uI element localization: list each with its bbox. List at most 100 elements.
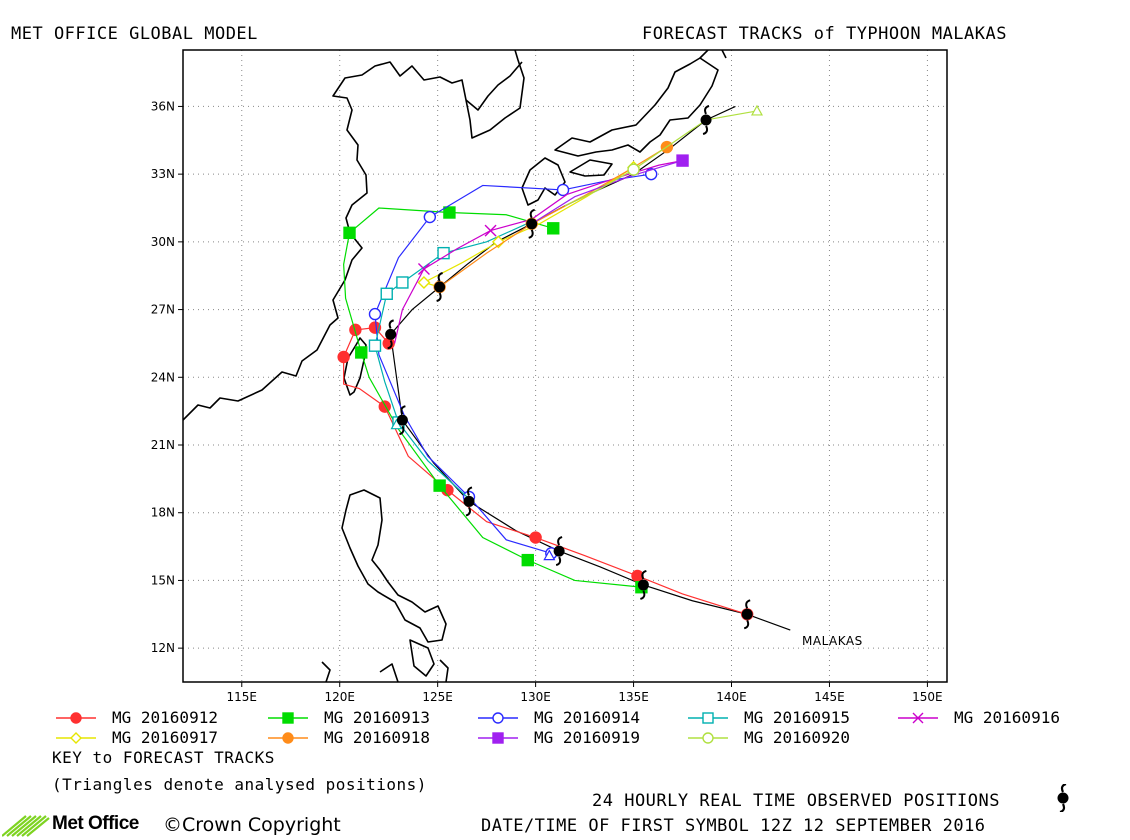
series-point	[417, 262, 430, 275]
legend-label: MG 20160918	[324, 728, 430, 747]
legend-marker	[492, 712, 504, 724]
coastline-japan-honshu	[554, 57, 719, 157]
typhoon-symbol-arm	[400, 405, 406, 415]
typhoon-symbol	[396, 405, 408, 436]
legend-label: MG 20160916	[954, 708, 1060, 727]
coastline-japan-north	[699, 50, 727, 59]
met-office-logo-text: Met Office	[52, 813, 139, 834]
coastline-visayas-a	[321, 639, 435, 682]
legend-marker	[492, 732, 504, 744]
typhoon-symbol-core	[526, 218, 538, 230]
series-point	[380, 287, 393, 300]
series-point	[484, 224, 497, 237]
key-note: (Triangles denote analysed positions)	[52, 775, 427, 794]
lat-tick-label: 30N	[151, 235, 175, 249]
typhoon-symbol-arm	[528, 229, 534, 239]
model-title: MET OFFICE GLOBAL MODEL	[11, 24, 258, 44]
series-line	[531, 160, 683, 225]
series-mg-20160913	[343, 206, 648, 594]
series-point	[355, 346, 368, 359]
typhoon-symbol-core	[385, 328, 397, 340]
legend-label: MG 20160914	[534, 708, 640, 727]
lat-tick-label: 33N	[151, 167, 175, 181]
series-line	[343, 207, 642, 588]
typhoon-symbol-core	[741, 608, 753, 620]
copyright-notice: ©Crown Copyright	[163, 814, 341, 836]
typhoon-symbol-core	[463, 495, 475, 507]
legend-marker-icon	[56, 712, 96, 724]
lon-tick-label: 135E	[618, 690, 649, 704]
coastline-visayas-b	[379, 659, 449, 682]
observed-positions	[385, 105, 753, 630]
map-frame	[182, 49, 948, 683]
lat-tick-label: 27N	[151, 303, 175, 317]
lat-tick-label: 12N	[151, 641, 175, 655]
typhoon-symbol	[385, 319, 397, 350]
legend-marker	[282, 712, 294, 724]
typhoon-symbol-arm	[640, 590, 646, 600]
typhoon-symbol-core	[396, 414, 408, 426]
legend-label: MG 20160915	[744, 708, 850, 727]
series-line	[374, 220, 532, 498]
lat-tick-label: 15N	[151, 573, 175, 587]
series-mg-20160920	[564, 110, 758, 207]
typhoon-symbol-arm	[743, 619, 750, 630]
typhoon-symbol-arm	[745, 599, 751, 609]
lon-tick-label: 120E	[324, 690, 355, 704]
coastline-china-korea	[183, 50, 525, 421]
legend-marker-icon	[268, 712, 308, 724]
series-point	[491, 235, 505, 249]
typhoon-symbol-arm	[388, 319, 394, 329]
legend-marker	[702, 712, 714, 724]
legend-marker	[70, 732, 82, 744]
forecast-series	[337, 104, 763, 621]
typhoon-symbol-arm	[387, 339, 393, 350]
series-mg-20160912	[337, 321, 754, 621]
typhoon-symbol-core	[700, 114, 712, 126]
coastlines	[183, 50, 727, 682]
typhoon-symbol	[553, 536, 565, 567]
series-point	[337, 350, 350, 364]
typhoon-symbol-arm	[529, 208, 536, 219]
series-line	[343, 326, 748, 615]
legend-marker	[702, 732, 714, 744]
lon-tick-label: 115E	[227, 690, 258, 704]
typhoon-symbol-core	[553, 545, 565, 557]
series-point	[349, 323, 362, 337]
legend-marker-icon	[478, 712, 518, 724]
typhoon-symbol-arm	[702, 125, 709, 135]
key-title: KEY to FORECAST TRACKS	[52, 748, 275, 767]
series-mg-20160919	[531, 154, 689, 225]
typhoon-symbol-arm	[399, 425, 405, 436]
legend-label: MG 20160913	[324, 708, 430, 727]
coastline-korea-south	[465, 61, 523, 111]
series-point	[396, 276, 409, 289]
legend-label: MG 20160920	[744, 728, 850, 747]
legend-marker-icon	[268, 732, 308, 744]
series-line	[564, 110, 758, 207]
legend-marker	[70, 712, 82, 724]
storm-label: MALAKAS	[802, 634, 863, 648]
legend-marker-icon	[688, 732, 728, 744]
series-point	[627, 163, 640, 176]
series-point	[676, 154, 689, 167]
analysed-position-triangle	[543, 549, 556, 561]
met-office-logo-icon	[2, 815, 50, 837]
observed-positions-label: 24 HOURLY REAL TIME OBSERVED POSITIONS	[592, 791, 1000, 811]
typhoon-symbol-arm	[465, 506, 471, 517]
typhoon-symbol	[463, 486, 475, 517]
lon-tick-label: 130E	[520, 690, 551, 704]
series-point	[521, 553, 534, 567]
analysed-position-triangle	[750, 104, 763, 116]
typhoon-symbol	[434, 272, 446, 302]
observed-track	[390, 105, 791, 631]
first-symbol-label: DATE/TIME OF FIRST SYMBOL 12Z 12 SEPTEMB…	[481, 816, 986, 836]
coastline-japan-shikoku	[569, 159, 613, 177]
typhoon-symbol-arm	[467, 486, 473, 496]
lon-tick-label: 140E	[716, 690, 747, 704]
coastline-taiwan	[343, 337, 367, 396]
typhoon-symbol	[526, 208, 538, 239]
series-point	[443, 206, 456, 219]
lon-tick-label: 125E	[422, 690, 453, 704]
lon-tick-label: 150E	[912, 690, 943, 704]
